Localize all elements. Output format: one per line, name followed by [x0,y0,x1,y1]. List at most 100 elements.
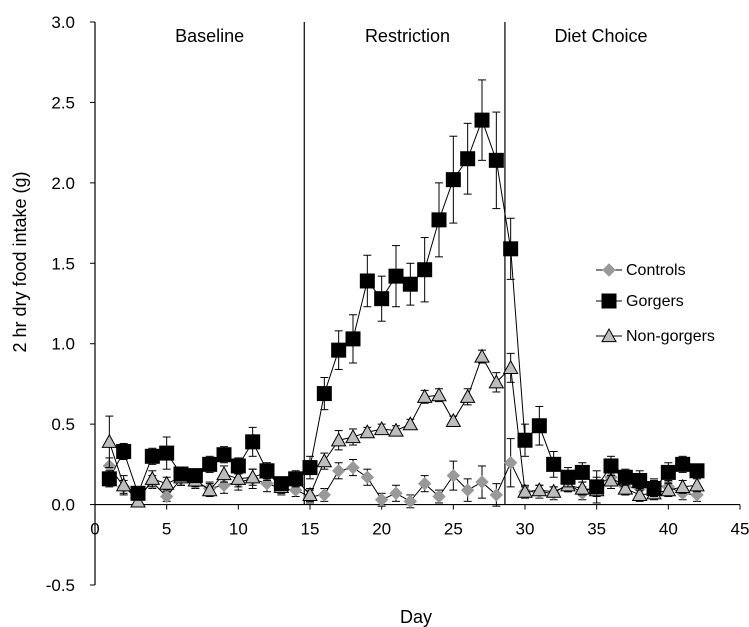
data-point [244,469,261,484]
data-point [617,469,633,485]
data-point [632,472,648,488]
x-tick-label: 40 [659,520,678,539]
x-tick-label: 5 [162,520,171,539]
y-tick-label: 2.0 [51,174,75,193]
phase-label: Restriction [365,26,450,46]
data-point [417,476,432,491]
data-point [603,458,619,474]
data-point [302,486,318,502]
data-point [431,387,447,402]
data-point [517,432,533,448]
data-point [216,465,232,481]
data-point [331,464,346,478]
legend-marker [601,327,617,343]
data-point [660,482,677,497]
data-point [403,494,418,509]
legend-marker [601,293,617,309]
data-point [402,276,418,292]
data-point [503,456,518,470]
data-point [402,416,419,431]
data-point [545,483,562,498]
data-point [330,432,347,447]
data-point [475,475,489,489]
y-tick-label: 0.0 [51,496,75,515]
legend-label-controls: Controls [626,262,686,279]
x-tick-label: 30 [516,520,535,539]
data-point [159,489,174,504]
x-tick-label: 25 [444,520,463,539]
legend-label-non-gorgers: Non-gorgers [626,328,715,345]
data-point [302,460,318,476]
data-point [115,477,132,492]
data-point [646,480,662,496]
data-point [445,412,462,428]
data-point [531,418,547,434]
data-point [546,456,562,472]
phase-label: Diet Choice [554,26,647,46]
data-point [488,152,504,168]
data-point [560,469,576,485]
y-tick-label: 0.5 [51,415,75,434]
data-point [446,468,461,483]
data-point [474,112,490,128]
data-point [144,448,160,464]
data-point [159,445,175,461]
data-point [416,388,433,403]
data-point [460,483,475,497]
data-point [346,460,360,475]
series-non-gorgers [101,348,705,508]
series-gorgers [101,79,705,504]
phase-dividers: Baseline Restriction Diet Choice [175,22,647,505]
y-tick-label: 2.5 [51,93,75,112]
data-point [316,386,332,402]
data-point [617,480,634,495]
data-point [489,488,504,502]
legend: Controls Gorgers Non-gorgers [596,262,715,345]
data-point [502,359,519,374]
data-point [374,291,390,307]
x-tick-label: 10 [229,520,248,539]
data-point [216,447,232,463]
data-point [259,463,275,479]
y-tick-label: 1.0 [51,335,75,354]
data-point [417,262,433,278]
data-point [531,482,548,497]
data-point [373,420,390,436]
data-point [173,466,189,482]
data-point [202,456,218,472]
data-point [144,470,161,485]
data-point [474,348,490,363]
y-axis-title: 2 hr dry food intake (g) [10,171,30,352]
data-point [389,486,403,501]
data-point [488,374,505,389]
data-point [317,488,332,502]
x-tick-label: 45 [731,520,749,539]
data-point [345,428,361,444]
data-point [101,433,118,448]
data-point [245,434,261,450]
data-point [589,479,605,495]
x-tick-label: 20 [372,520,391,539]
data-point [445,172,461,188]
data-point [230,470,247,485]
data-point [288,471,304,487]
data-point [689,463,705,479]
data-point [345,331,361,347]
data-point [574,480,591,495]
axes: -0.5 0.0 0.5 1.0 1.5 2.0 2.5 3.0 0 5 10 15 20 25 30 35 4… [46,13,749,595]
data-point [459,388,476,403]
series-group [101,79,705,509]
data-point [116,443,132,459]
data-point [101,471,117,487]
x-tick-label: 35 [587,520,606,539]
data-point [187,468,203,484]
data-point [674,478,691,493]
data-point [359,424,376,439]
data-point [316,453,333,468]
data-point [631,486,648,502]
phase-label: Baseline [175,26,244,46]
data-point [273,476,289,492]
data-point [603,472,619,487]
x-axis-title: Day [400,607,432,627]
